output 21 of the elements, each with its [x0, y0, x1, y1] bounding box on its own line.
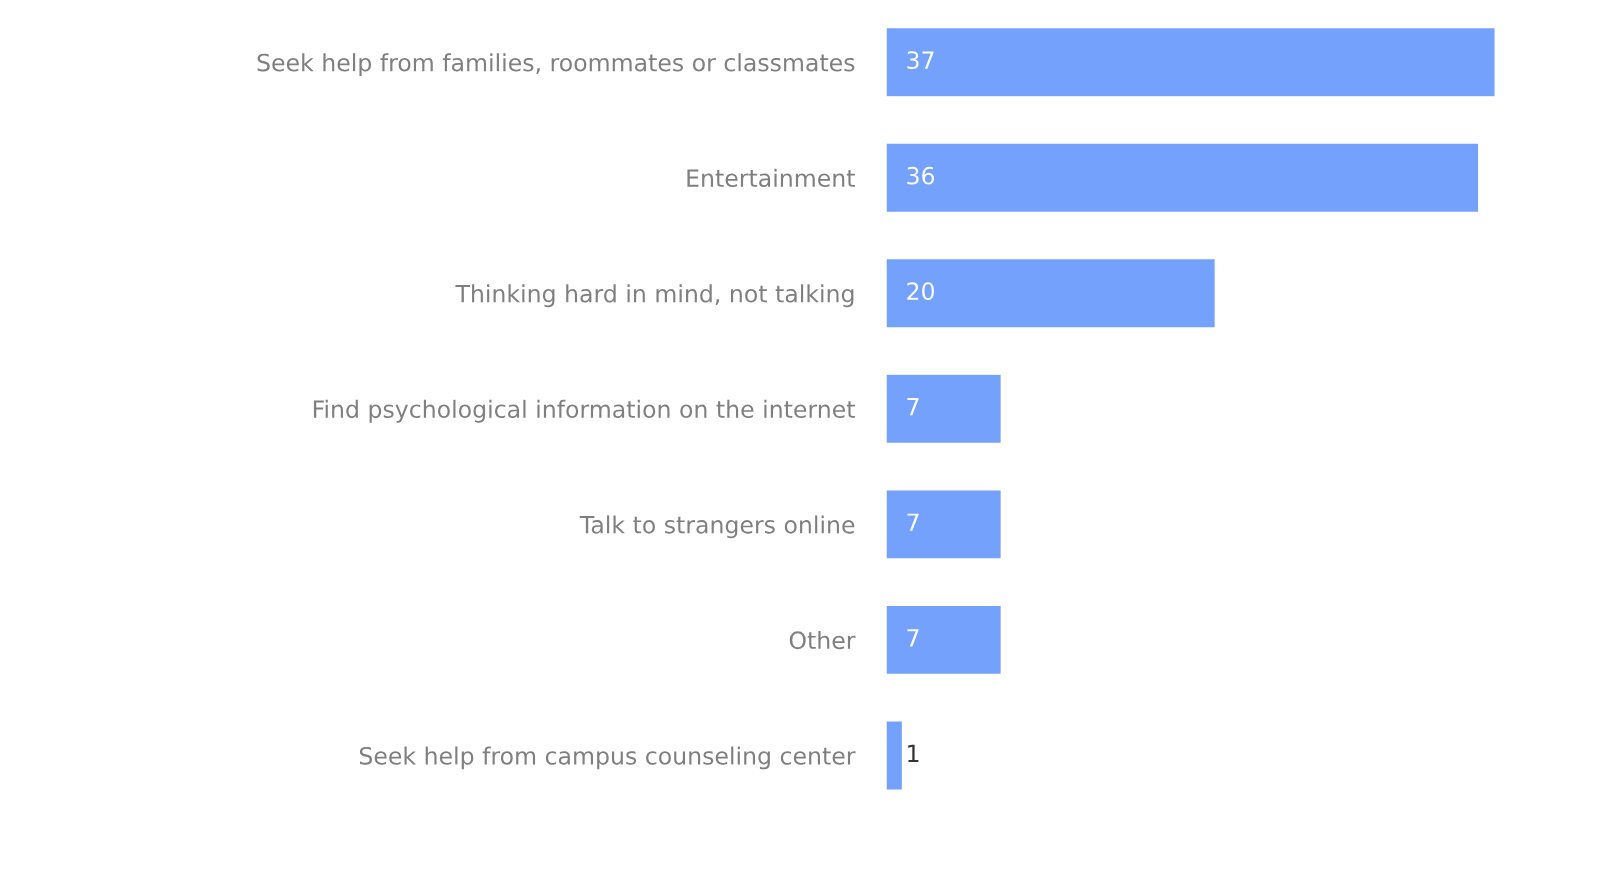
data-label: 7: [907, 513, 919, 531]
bar: [886, 142, 1480, 214]
data-label: 20: [907, 282, 935, 301]
data-label: 36: [907, 166, 935, 185]
bar: [886, 488, 1002, 560]
y-tick-label: Entertainment: [687, 168, 855, 188]
data-label: 7: [907, 398, 919, 416]
data-label: 7: [907, 629, 919, 647]
bar: [886, 257, 1217, 329]
bar: [886, 26, 1496, 98]
y-tick-label: Other: [789, 630, 856, 650]
data-label: 1: [908, 744, 919, 762]
y-tick-label: Find psychological information on the internet: [313, 399, 855, 423]
y-tick-label: Thinking hard in mind, not talking: [455, 284, 854, 308]
data-label: 37: [907, 51, 934, 70]
bar: [886, 373, 1002, 445]
y-tick-label: Talk to strangers online: [579, 515, 855, 539]
y-tick-label: Seek help from families, roommates or classmates: [257, 53, 855, 77]
bar: [886, 720, 904, 791]
y-tick-label: Seek help from campus counseling center: [359, 746, 856, 770]
bar: [886, 604, 1002, 676]
